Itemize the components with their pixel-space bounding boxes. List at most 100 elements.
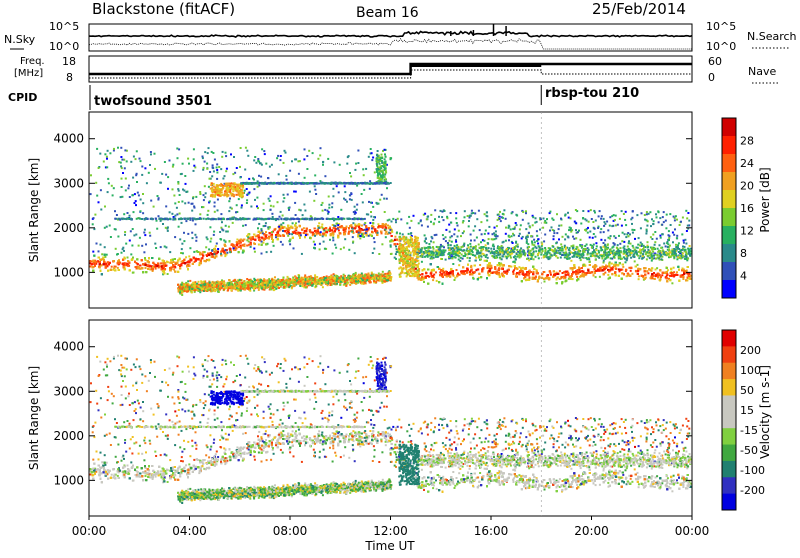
cpid-panel: CPID twofsound 3501 rbsp-tou 210 [8, 85, 639, 110]
nave-label: Nave [748, 65, 776, 78]
power-cell [523, 274, 525, 276]
power-cell [206, 255, 208, 257]
power-cell [518, 266, 520, 268]
power-cell [339, 233, 341, 235]
power-cell [604, 266, 606, 268]
power-cell [292, 222, 294, 224]
power-cell [439, 274, 441, 276]
power-cell [427, 283, 429, 285]
power-cell [646, 271, 648, 273]
power-cell [106, 254, 108, 256]
power-cell [92, 266, 94, 268]
power-cell [100, 270, 102, 272]
cpid-mode-2: rbsp-tou 210 [545, 86, 639, 101]
power-cell [149, 265, 151, 267]
power-cell [666, 277, 668, 279]
power-cell [165, 265, 167, 267]
power-cell [248, 244, 250, 246]
power-cell [107, 270, 109, 272]
power-cell [683, 269, 685, 271]
cpid-label: CPID [8, 91, 37, 104]
power-cell [242, 250, 244, 252]
power-cell [611, 263, 613, 265]
power-cell [561, 281, 563, 283]
power-cell [486, 260, 488, 262]
power-cell [137, 263, 139, 265]
power-cell [570, 278, 572, 280]
power-cell [139, 265, 141, 267]
power-cell [489, 268, 491, 270]
power-cell [510, 266, 512, 268]
power-cell [677, 266, 679, 268]
power-cell [675, 274, 677, 276]
freq-right-tick-bottom: 0 [708, 71, 715, 84]
power-cell [630, 270, 632, 272]
power-cell [188, 255, 190, 257]
power-cell [685, 279, 687, 281]
power-cell [467, 269, 469, 271]
power-cell [252, 238, 254, 240]
power-cell [528, 279, 530, 281]
power-cell [574, 267, 576, 269]
power-cell [493, 271, 495, 273]
power-cell [638, 278, 640, 280]
power-cell [187, 264, 189, 266]
freq-right-tick-top: 60 [708, 55, 722, 68]
power-cell [304, 236, 306, 238]
power-cell [145, 271, 147, 273]
power-cell [195, 258, 197, 260]
power-cell [358, 226, 360, 228]
power-cell [608, 271, 610, 273]
power-cell [385, 236, 387, 238]
power-cell [348, 233, 350, 235]
power-cell [262, 242, 264, 244]
power-cell [474, 265, 476, 267]
power-cell [178, 264, 180, 266]
power-cell [602, 266, 604, 268]
power-cell [103, 259, 105, 261]
power-cell [671, 275, 673, 277]
power-cell [253, 234, 255, 236]
power-cell [108, 264, 110, 266]
power-cell [595, 276, 597, 278]
power-cell [647, 272, 649, 274]
power-cell [254, 243, 256, 245]
power-cell [337, 236, 339, 238]
power-cell [529, 277, 531, 279]
freq-left-tick-bottom: 8 [66, 71, 73, 84]
power-cell [122, 263, 124, 265]
power-cell [331, 229, 333, 231]
power-cell [622, 264, 624, 266]
power-cell [152, 270, 154, 272]
power-cell [621, 272, 623, 274]
power-cell [671, 282, 673, 284]
power-cell [557, 273, 559, 275]
power-cell [174, 271, 176, 273]
power-cell [422, 279, 424, 281]
power-cell [615, 268, 617, 270]
power-cell [348, 231, 350, 233]
power-cell [258, 244, 260, 246]
power-cell [678, 269, 680, 271]
power-cell [237, 242, 239, 244]
power-cell [561, 276, 563, 278]
power-cell [524, 276, 526, 278]
power-cell [247, 234, 249, 236]
power-cell [449, 272, 451, 274]
power-cell [321, 224, 323, 226]
power-cell [499, 276, 501, 278]
power-cell [599, 267, 601, 269]
power-cell [660, 278, 662, 280]
power-cell [246, 245, 248, 247]
power-cell [290, 226, 292, 228]
power-cell [615, 262, 617, 264]
power-cell [656, 267, 658, 269]
power-cell [104, 254, 106, 256]
power-cell [105, 265, 107, 267]
power-cell [518, 273, 520, 275]
power-cell [488, 265, 490, 267]
power-cell [242, 244, 244, 246]
power-cell [594, 266, 596, 268]
power-cell [609, 266, 611, 268]
freq-nave-traces [89, 63, 692, 78]
